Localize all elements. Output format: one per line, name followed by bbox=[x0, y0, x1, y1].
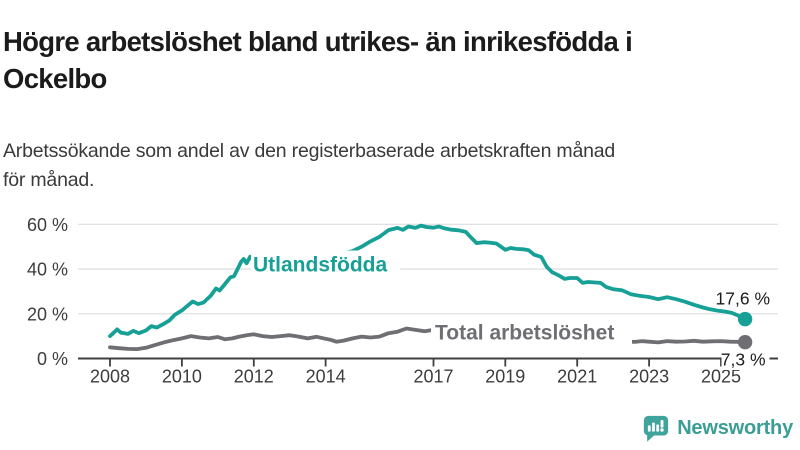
series-label-mask bbox=[431, 320, 632, 347]
y-tick-label: 0 % bbox=[37, 349, 68, 369]
series-end-value-total-arbetsl-shet: 7,3 % bbox=[721, 350, 766, 370]
x-tick-label: 2012 bbox=[234, 367, 274, 387]
chart-subtitle-line-2: för månad. bbox=[3, 168, 95, 191]
newsworthy-brand-text: Newsworthy bbox=[677, 417, 793, 439]
x-tick-label: 2021 bbox=[557, 367, 597, 387]
x-tick-label: 2025 bbox=[701, 367, 741, 387]
page-title-line-2: Ockelbo bbox=[3, 63, 107, 95]
series-end-dot-utlandsf-dda bbox=[737, 311, 753, 327]
logo-bar-2 bbox=[652, 422, 656, 432]
logo-bar-1 bbox=[648, 425, 651, 432]
series-line-total-arbetsl-shet bbox=[108, 326, 747, 352]
y-tick-label: 60 % bbox=[27, 215, 68, 235]
bar-chart-speech-bubble-icon bbox=[644, 415, 669, 442]
value-label-mask bbox=[721, 350, 770, 370]
x-tick-label: 2014 bbox=[306, 367, 346, 387]
logo-exclamation-dot bbox=[660, 428, 664, 432]
chart-subtitle-line-1: Arbetssökande som andel av den registerb… bbox=[3, 139, 616, 162]
logo-bar-3 bbox=[656, 424, 660, 432]
series-label-total-arbetsl-shet: Total arbetslöshet bbox=[435, 322, 614, 345]
y-tick-label: 40 % bbox=[27, 260, 68, 280]
x-tick-label: 2017 bbox=[413, 367, 453, 387]
series-end-dot-total-arbetsl-shet bbox=[737, 335, 753, 350]
series-label-mask bbox=[251, 250, 400, 278]
newsworthy-brand: Newsworthy bbox=[642, 413, 793, 444]
chart-subtitle: Arbetssökande som andel av den registerb… bbox=[3, 137, 783, 195]
page-title: Högre arbetslöshet bland utrikes- än inr… bbox=[3, 23, 791, 97]
x-tick-label: 2023 bbox=[629, 367, 669, 387]
unemployment-line-chart: 0 % 20 % 40 % 60 % 2008 2010 2012 2014 2017 2019 2… bbox=[27, 215, 778, 387]
speech-bubble-shape bbox=[644, 415, 669, 442]
y-tick-label: 20 % bbox=[27, 304, 68, 324]
series-end-value-utlandsf-dda: 17,6 % bbox=[716, 289, 770, 309]
x-tick-label: 2008 bbox=[90, 367, 130, 387]
x-tick-label: 2019 bbox=[485, 367, 525, 387]
series-label-utlandsf-dda: Utlandsfödda bbox=[253, 254, 387, 277]
page-title-line-1: Högre arbetslöshet bland utrikes- än inr… bbox=[3, 26, 633, 58]
logo-exclamation-stem bbox=[660, 420, 664, 428]
series-line-utlandsf-dda bbox=[108, 223, 747, 339]
x-tick-label: 2010 bbox=[162, 367, 202, 387]
